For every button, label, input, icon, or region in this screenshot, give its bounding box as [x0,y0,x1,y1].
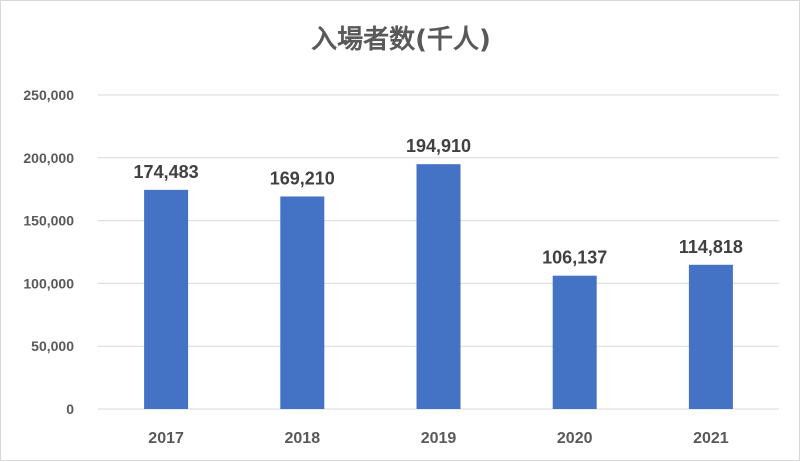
x-tick-label: 2019 [421,430,457,447]
y-tick-label: 200,000 [23,150,74,166]
data-labels: 174,483 169,210 194,910 106,137 114,818 [134,136,743,267]
y-tick-label: 250,000 [23,87,74,103]
bar-2017 [144,189,189,409]
x-tick-label: 2020 [557,430,593,447]
y-axis: 0 50,000 100,000 150,000 200,000 250,000 [23,87,74,417]
y-tick-label: 150,000 [23,213,74,229]
bar-2020 [552,275,597,409]
bars [144,164,733,409]
data-label-2018: 169,210 [270,168,335,188]
chart-title: 入場者数(千人) [311,25,491,55]
y-tick-label: 100,000 [23,275,74,291]
y-tick-label: 50,000 [31,338,74,354]
data-label-2021: 114,818 [679,237,743,257]
bar-2018 [280,196,325,409]
bar-2021 [688,264,733,409]
x-axis: 2017 2018 2019 2020 2021 [148,430,728,447]
y-tick-label: 0 [66,401,74,417]
bar-2019 [416,164,461,409]
x-tick-label: 2018 [285,430,321,447]
data-label-2019: 194,910 [406,136,471,156]
x-tick-label: 2017 [148,430,184,447]
data-label-2020: 106,137 [542,248,607,268]
data-label-2017: 174,483 [134,162,199,182]
x-tick-label: 2021 [693,430,729,447]
